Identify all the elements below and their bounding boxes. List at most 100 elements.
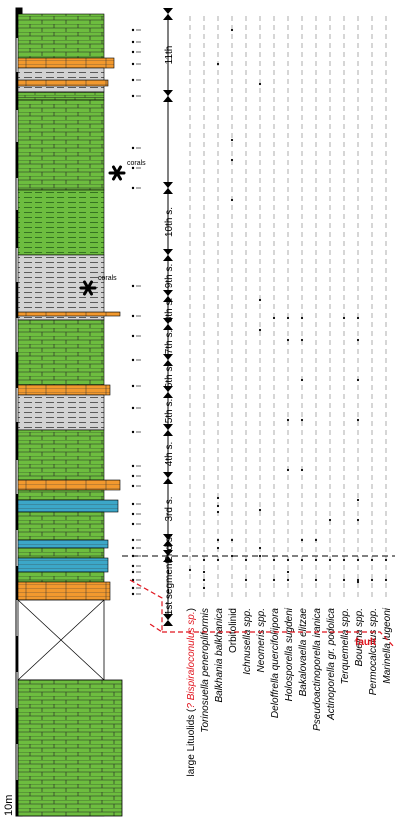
boundary-arrow-icon	[163, 478, 173, 484]
occurrence-dot	[216, 504, 220, 508]
segment-label: 11th	[164, 46, 175, 65]
sample-dot	[131, 570, 135, 574]
occurrence-dot	[202, 586, 206, 590]
occurrence-dot	[342, 558, 346, 562]
occurrence-dot	[272, 316, 276, 320]
boundary-arrow-icon	[163, 255, 173, 261]
sample-dot	[131, 62, 135, 66]
occurrence-dot	[384, 578, 388, 582]
occurrence-dot	[328, 558, 332, 562]
occurrence-dot	[300, 378, 304, 382]
occurrence-dot	[258, 82, 262, 86]
boundary-arrow-icon	[163, 360, 173, 366]
taxon-label: Ichnusella spp.	[242, 608, 253, 675]
boundary-arrow-icon	[163, 550, 173, 556]
occurrence-dot	[286, 468, 290, 472]
taxon-label: Boueina spp.	[354, 608, 365, 666]
occurrence-dot	[300, 558, 304, 562]
occurrence-dot	[342, 578, 346, 582]
taxon-label: Torinosuella peneropliformis	[200, 608, 211, 733]
taxon-label: Bakalovaella elitzae	[298, 608, 309, 697]
occurrence-dot	[188, 568, 192, 572]
sample-dot	[131, 186, 135, 190]
boundary-arrow-icon	[163, 534, 173, 540]
taxon-label: large Lituolids (? Bispiraloconulus sp.)	[186, 608, 197, 776]
segment-label: 8th s.	[164, 298, 175, 322]
occurrence-dot	[216, 62, 220, 66]
occurrence-dot	[314, 558, 318, 562]
sample-dot	[131, 484, 135, 488]
boundary-arrow-icon	[163, 188, 173, 194]
occurrence-dot	[216, 538, 220, 542]
occurrence-dot	[272, 558, 276, 562]
taxon-label: Pseudoactinoporella iranica	[312, 608, 323, 731]
boundary-arrow-icon	[163, 8, 173, 14]
occurrence-dot	[356, 418, 360, 422]
sample-dot	[131, 40, 135, 44]
taxon-label: Holosporella sugdeni	[284, 607, 295, 701]
taxon-label: Neomeris spp.	[256, 608, 267, 672]
segment-label: 2nd s.	[164, 534, 175, 561]
occurrence-dot	[216, 496, 220, 500]
sample-dot	[131, 586, 135, 590]
occurrence-dot	[300, 338, 304, 342]
occurrence-dot	[230, 28, 234, 32]
taxon-label: Permocalculus spp.	[368, 608, 379, 695]
occurrence-dot	[286, 558, 290, 562]
sample-dot	[131, 314, 135, 318]
boundary-arrow-icon	[163, 354, 173, 360]
occurrence-dot	[286, 338, 290, 342]
taxon-label: Balkhania balkhanica	[214, 608, 225, 703]
occurrence-dot	[356, 558, 360, 562]
boundary-arrow-icon	[163, 182, 173, 188]
sample-dot	[131, 94, 135, 98]
boundary-arrow-icon	[163, 290, 173, 296]
corals-label: corals	[127, 160, 146, 167]
corals-marker: corals	[79, 275, 117, 296]
boundary-arrow-icon	[163, 386, 173, 392]
sample-dot	[131, 538, 135, 542]
sample-dot	[131, 464, 135, 468]
occurrence-dot	[258, 328, 262, 332]
sample-dot	[131, 384, 135, 388]
occurrence-dot	[300, 468, 304, 472]
sample-markers	[131, 28, 141, 596]
occurrence-dot	[356, 580, 360, 584]
sample-dot	[131, 522, 135, 526]
occurrence-dot	[230, 538, 234, 542]
occurrence-dot	[370, 558, 374, 562]
segment-label: 10th s.	[164, 207, 175, 237]
occurrence-dot	[258, 508, 262, 512]
taxon-label: Orbitolinid	[228, 608, 239, 653]
sample-dot	[131, 406, 135, 410]
sample-dot	[131, 592, 135, 596]
occurrence-dot	[384, 558, 388, 562]
occurrence-dot	[314, 538, 318, 542]
boundary-arrow-icon	[163, 424, 173, 430]
fault-label: fault	[355, 637, 377, 648]
occurrence-dot	[230, 158, 234, 162]
occurrence-dot	[202, 578, 206, 582]
occurrence-dot	[286, 418, 290, 422]
occurrence-dot	[216, 510, 220, 514]
sample-dot	[131, 146, 135, 150]
occurrence-dot	[300, 538, 304, 542]
occurrence-dot	[202, 570, 206, 574]
corals-marker: corals	[108, 160, 146, 181]
scale-label: 10m	[3, 795, 15, 816]
sample-dot	[131, 334, 135, 338]
occurrence-dot	[328, 518, 332, 522]
sample-dot	[131, 50, 135, 54]
sample-dot	[131, 512, 135, 516]
boundary-arrow-icon	[163, 430, 173, 436]
sample-dot	[131, 166, 135, 170]
boundary-arrow-icon	[163, 540, 173, 546]
occurrence-dot	[202, 558, 206, 562]
occurrence-dot	[300, 316, 304, 320]
taxa-range-chart: large Lituolids (? Bispiraloconulus sp.)…	[186, 16, 393, 776]
occurrence-dot	[342, 316, 346, 320]
sample-dot	[131, 564, 135, 568]
occurrence-dot	[370, 578, 374, 582]
boundary-arrow-icon	[163, 96, 173, 102]
